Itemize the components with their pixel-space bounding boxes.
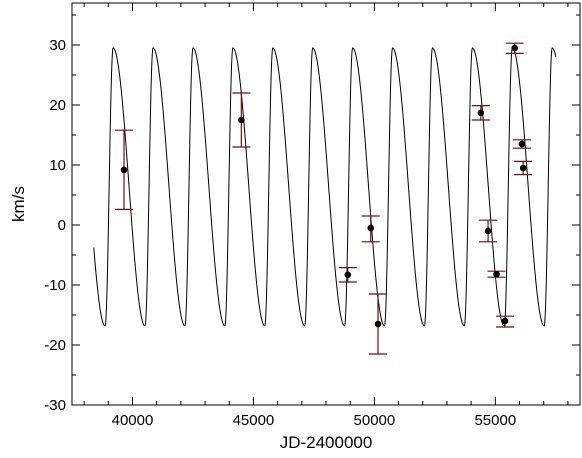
y-tick-label: 0 bbox=[58, 217, 66, 234]
error-bars bbox=[115, 42, 533, 355]
data-point bbox=[344, 271, 352, 279]
data-point bbox=[238, 116, 245, 124]
data-point bbox=[367, 224, 375, 232]
x-tick-label: 40000 bbox=[112, 412, 154, 429]
x-tick-label: 45000 bbox=[233, 412, 275, 429]
data-point bbox=[493, 270, 500, 278]
y-tick-label: -30 bbox=[44, 397, 66, 414]
data-point bbox=[501, 317, 509, 325]
data-point bbox=[374, 320, 382, 328]
data-points bbox=[120, 44, 527, 328]
y-axis-title: km/s bbox=[9, 186, 28, 222]
axis-ticks bbox=[72, 3, 580, 406]
y-tick-label: 20 bbox=[49, 97, 66, 114]
model-curve bbox=[93, 47, 557, 327]
data-point bbox=[484, 227, 492, 235]
y-tick-label: 10 bbox=[49, 157, 66, 174]
data-point bbox=[120, 166, 128, 174]
y-tick-label: -20 bbox=[44, 337, 66, 354]
x-tick-label: 55000 bbox=[474, 412, 516, 429]
plot-frame bbox=[71, 2, 581, 406]
x-axis-title: JD-2400000 bbox=[280, 433, 373, 452]
data-point bbox=[519, 164, 527, 172]
y-tick-label: 30 bbox=[49, 37, 66, 54]
data-point bbox=[511, 44, 518, 52]
x-tick-label: 50000 bbox=[354, 412, 396, 429]
data-point bbox=[518, 140, 526, 148]
y-tick-label: -10 bbox=[44, 277, 66, 294]
tick-labels: 40000 45000 50000 55000 -30 -20 -10 0 10 20 30 bbox=[44, 37, 516, 429]
data-point bbox=[477, 109, 485, 117]
